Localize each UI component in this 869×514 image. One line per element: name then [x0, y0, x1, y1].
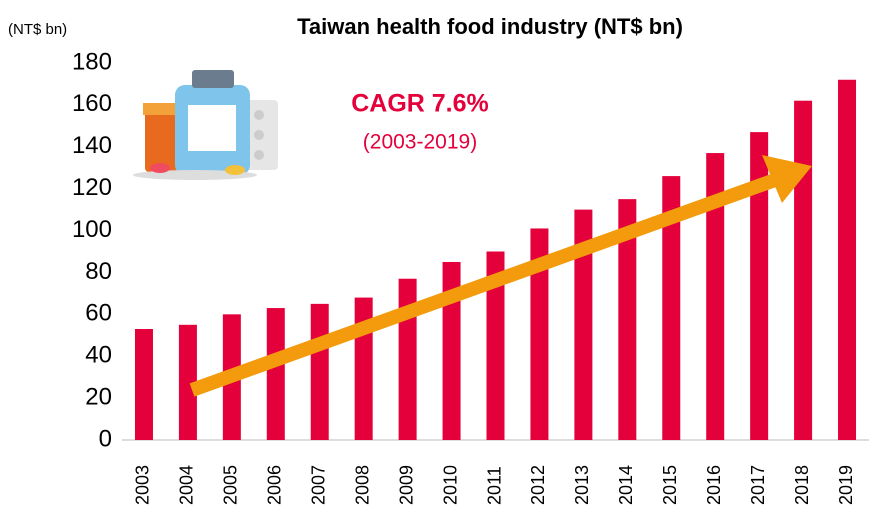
- y-tick-label: 0: [99, 425, 112, 452]
- y-tick-label: 100: [72, 216, 112, 243]
- y-tick-label: 40: [85, 342, 112, 369]
- y-tick-label: 80: [85, 258, 112, 285]
- y-tick-label: 120: [72, 174, 112, 201]
- x-tick-label: 2013: [572, 465, 592, 505]
- y-tick-label: 140: [72, 132, 112, 159]
- y-tick-label: 20: [85, 383, 112, 410]
- bar: [442, 261, 461, 440]
- x-tick-label: 2004: [177, 465, 197, 505]
- bar: [530, 228, 549, 440]
- x-tick-label: 2016: [704, 465, 724, 505]
- bar: [310, 303, 329, 440]
- x-tick-label: 2018: [792, 465, 812, 505]
- bar: [838, 79, 857, 440]
- bar: [706, 153, 725, 441]
- x-tick-label: 2014: [616, 465, 636, 505]
- bar: [662, 176, 681, 440]
- x-tick-label: 2017: [748, 465, 768, 505]
- y-tick-label: 180: [72, 48, 112, 75]
- x-tick-label: 2010: [440, 465, 460, 505]
- x-tick-label: 2003: [133, 465, 153, 505]
- trend-arrow: [189, 155, 812, 397]
- x-tick-label: 2009: [396, 465, 416, 505]
- y-tick-label: 60: [85, 300, 112, 327]
- pill-icon: [133, 70, 278, 180]
- x-tick-label: 2015: [660, 465, 680, 505]
- bar: [486, 251, 505, 440]
- unit-label: (NT$ bn): [8, 21, 67, 38]
- period-annotation: (2003-2019): [363, 131, 477, 154]
- arrow-head: [762, 155, 812, 203]
- bar: [266, 308, 285, 440]
- x-tick-label: 2008: [352, 465, 372, 505]
- x-tick-label: 2019: [836, 465, 856, 505]
- bar: [794, 100, 813, 440]
- cagr-annotation: CAGR 7.6%: [351, 90, 489, 118]
- y-tick-label: 160: [72, 90, 112, 117]
- x-tick-label: 2012: [528, 465, 548, 505]
- arrow-shaft: [189, 173, 778, 397]
- x-tick-label: 2007: [308, 465, 328, 505]
- chart-title: Taiwan health food industry (NT$ bn): [297, 14, 683, 39]
- x-tick-label: 2011: [484, 466, 504, 505]
- bar: [618, 199, 637, 440]
- bar: [574, 209, 593, 440]
- x-tick-label: 2006: [265, 465, 285, 505]
- x-tick-label: 2005: [221, 465, 241, 505]
- bar: [178, 324, 197, 440]
- bar: [750, 132, 769, 440]
- bar: [134, 328, 153, 440]
